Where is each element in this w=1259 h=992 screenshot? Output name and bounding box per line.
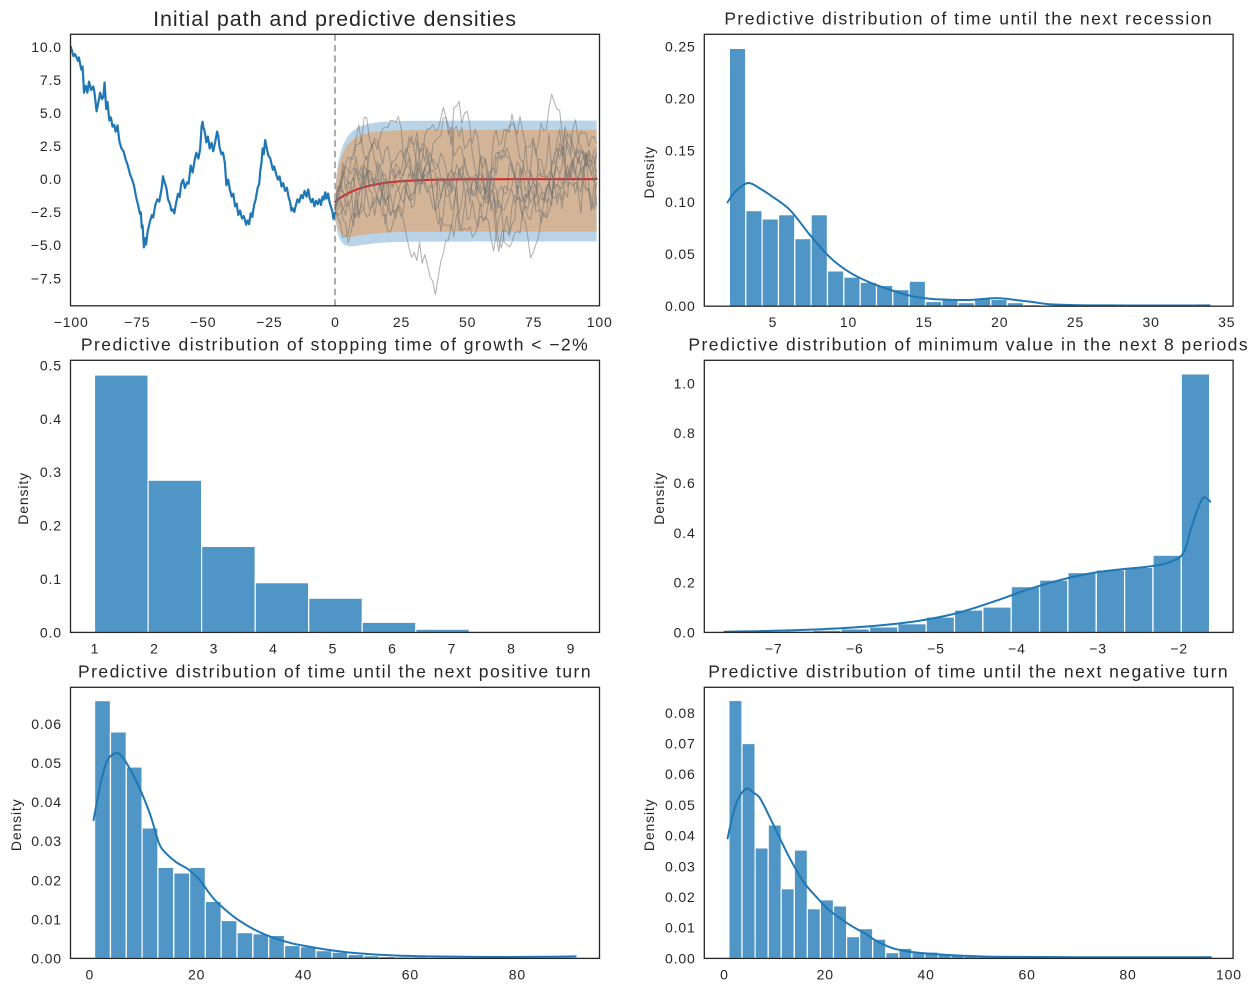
- svg-text:0.03: 0.03: [31, 833, 62, 849]
- svg-text:0.02: 0.02: [31, 872, 62, 888]
- svg-text:8: 8: [507, 640, 516, 656]
- svg-text:Predictive distribution of tim: Predictive distribution of time until th…: [708, 661, 1229, 681]
- svg-text:−2: −2: [1170, 640, 1188, 656]
- svg-text:0.02: 0.02: [665, 889, 696, 905]
- svg-text:1.0: 1.0: [674, 375, 696, 391]
- svg-text:20: 20: [188, 966, 205, 982]
- svg-text:0.07: 0.07: [665, 736, 696, 752]
- svg-text:35: 35: [1218, 314, 1235, 330]
- svg-text:−75: −75: [124, 314, 150, 330]
- svg-text:Density: Density: [641, 798, 657, 851]
- svg-text:Density: Density: [15, 472, 31, 525]
- svg-text:Density: Density: [641, 146, 657, 199]
- svg-text:4: 4: [269, 640, 278, 656]
- svg-text:−5: −5: [927, 640, 945, 656]
- svg-text:Predictive distribution of sto: Predictive distribution of stopping time…: [81, 334, 589, 354]
- svg-text:80: 80: [1119, 966, 1136, 982]
- svg-text:0.2: 0.2: [40, 518, 62, 534]
- svg-text:10: 10: [840, 314, 857, 330]
- svg-text:25: 25: [393, 314, 410, 330]
- svg-text:0.6: 0.6: [674, 475, 696, 491]
- svg-text:60: 60: [402, 966, 419, 982]
- svg-text:0.05: 0.05: [665, 246, 696, 262]
- svg-text:0.06: 0.06: [31, 716, 62, 732]
- svg-text:0.05: 0.05: [31, 755, 62, 771]
- svg-text:−4: −4: [1008, 640, 1026, 656]
- svg-text:Predictive distribution of tim: Predictive distribution of time until th…: [724, 8, 1213, 28]
- svg-text:0.10: 0.10: [665, 194, 696, 210]
- svg-text:0: 0: [720, 966, 729, 982]
- svg-text:5: 5: [329, 640, 338, 656]
- svg-text:0.08: 0.08: [665, 705, 696, 721]
- svg-text:Density: Density: [651, 472, 667, 525]
- svg-text:20: 20: [991, 314, 1008, 330]
- svg-text:75: 75: [525, 314, 542, 330]
- svg-text:0.20: 0.20: [665, 90, 696, 106]
- svg-text:100: 100: [587, 314, 613, 330]
- svg-text:−3: −3: [1089, 640, 1107, 656]
- svg-text:2: 2: [150, 640, 159, 656]
- svg-text:0.00: 0.00: [665, 298, 696, 314]
- svg-text:0.15: 0.15: [665, 142, 696, 158]
- svg-text:−25: −25: [256, 314, 282, 330]
- svg-text:0.4: 0.4: [674, 525, 696, 541]
- svg-text:10.0: 10.0: [31, 39, 62, 55]
- svg-text:6: 6: [388, 640, 397, 656]
- svg-text:9: 9: [567, 640, 576, 656]
- svg-text:80: 80: [509, 966, 526, 982]
- svg-text:−2.5: −2.5: [31, 204, 62, 220]
- svg-text:0.25: 0.25: [665, 38, 696, 54]
- svg-text:15: 15: [916, 314, 933, 330]
- svg-text:100: 100: [1216, 966, 1242, 982]
- svg-text:−6: −6: [846, 640, 864, 656]
- svg-text:Predictive distribution of tim: Predictive distribution of time until th…: [78, 661, 592, 681]
- svg-text:0.3: 0.3: [40, 464, 62, 480]
- svg-text:0.5: 0.5: [40, 357, 62, 373]
- svg-text:0.00: 0.00: [31, 950, 62, 966]
- svg-text:0.00: 0.00: [665, 950, 696, 966]
- svg-text:0.1: 0.1: [40, 571, 62, 587]
- svg-text:0.0: 0.0: [40, 171, 62, 187]
- svg-text:20: 20: [817, 966, 834, 982]
- svg-text:0.04: 0.04: [31, 794, 62, 810]
- svg-text:30: 30: [1142, 314, 1159, 330]
- svg-text:0.4: 0.4: [40, 411, 62, 427]
- svg-text:Density: Density: [8, 798, 24, 851]
- svg-text:0: 0: [85, 966, 94, 982]
- svg-text:Initial path and predictive de: Initial path and predictive densities: [153, 7, 517, 31]
- svg-text:0.04: 0.04: [665, 828, 696, 844]
- svg-text:0.01: 0.01: [665, 920, 696, 936]
- svg-text:Predictive distribution of min: Predictive distribution of minimum value…: [688, 334, 1249, 354]
- svg-text:0.0: 0.0: [674, 624, 696, 640]
- svg-text:5.0: 5.0: [40, 105, 62, 121]
- svg-text:50: 50: [459, 314, 476, 330]
- svg-text:60: 60: [1018, 966, 1035, 982]
- svg-text:0: 0: [331, 314, 340, 330]
- svg-text:0.8: 0.8: [674, 425, 696, 441]
- svg-text:−50: −50: [190, 314, 216, 330]
- svg-text:5: 5: [769, 314, 778, 330]
- svg-text:3: 3: [210, 640, 219, 656]
- svg-text:0.2: 0.2: [674, 575, 696, 591]
- svg-text:0.01: 0.01: [31, 911, 62, 927]
- svg-text:25: 25: [1067, 314, 1084, 330]
- svg-text:0.03: 0.03: [665, 858, 696, 874]
- svg-text:−5.0: −5.0: [31, 237, 62, 253]
- svg-text:0.05: 0.05: [665, 797, 696, 813]
- svg-text:7.5: 7.5: [40, 72, 62, 88]
- svg-text:−100: −100: [54, 314, 89, 330]
- svg-text:0.0: 0.0: [40, 624, 62, 640]
- svg-text:2.5: 2.5: [40, 138, 62, 154]
- svg-text:40: 40: [295, 966, 312, 982]
- svg-text:0.06: 0.06: [665, 766, 696, 782]
- svg-text:−7.5: −7.5: [31, 270, 62, 286]
- svg-text:−7: −7: [765, 640, 783, 656]
- svg-text:1: 1: [91, 640, 100, 656]
- svg-text:7: 7: [448, 640, 457, 656]
- svg-text:40: 40: [918, 966, 935, 982]
